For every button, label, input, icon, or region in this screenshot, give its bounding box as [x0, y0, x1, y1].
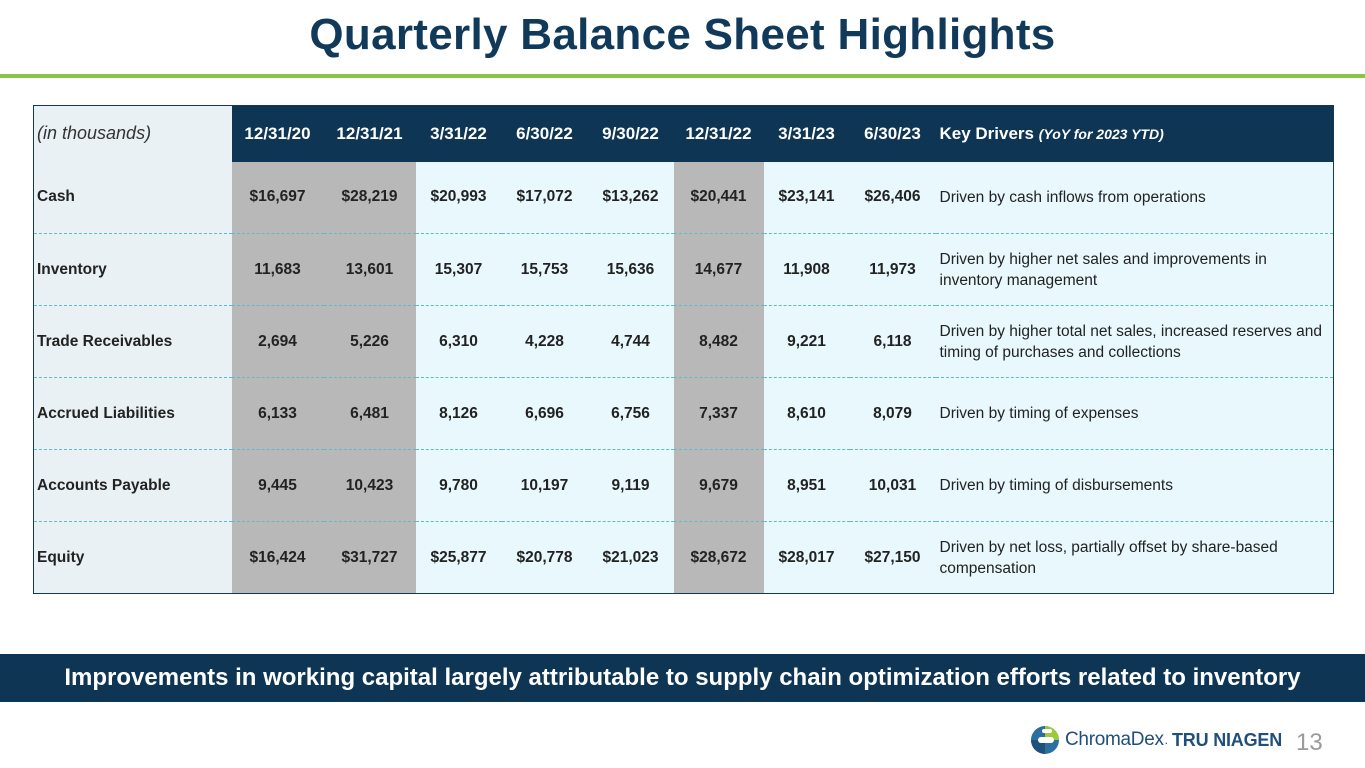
table-cell: 6,310: [415, 305, 502, 378]
driver-text: Driven by higher net sales and improveme…: [935, 233, 1334, 306]
period-header: 12/31/22: [685, 123, 752, 143]
table-cell: 10,031: [849, 449, 936, 522]
period-header: 3/31/23: [778, 123, 835, 143]
table-cell: 9,679: [673, 449, 764, 522]
logo-separator: .: [1164, 733, 1169, 747]
table-cell: $25,877: [415, 521, 502, 594]
table-cell: 8,482: [673, 305, 764, 378]
table-cell: 11,908: [763, 233, 850, 306]
period-header: 3/31/22: [430, 123, 487, 143]
driver-text: Driven by cash inflows from operations: [939, 188, 1206, 206]
table-cell: $21,023: [587, 521, 674, 594]
driver-text: Driven by higher total net sales, increa…: [935, 305, 1334, 378]
chromadex-logo-icon: [1031, 726, 1059, 754]
summary-banner: Improvements in working capital largely …: [0, 654, 1365, 702]
table-cell: 4,744: [587, 305, 674, 378]
table-cell: $16,697: [231, 161, 324, 234]
table-row: Equity $16,424 $31,727 $25,877 $20,778 $…: [33, 521, 1334, 594]
table-cell: 8,951: [763, 449, 850, 522]
key-drivers-header: Key Drivers (YoY for 2023 YTD): [936, 106, 1334, 162]
table-cell: 8,610: [763, 377, 850, 450]
table-cell: 6,696: [501, 377, 588, 450]
table-cell: 11,973: [849, 233, 936, 306]
table-cell: 11,683: [231, 233, 324, 306]
table-header-row: (in thousands) 12/31/20 12/31/21 3/31/22…: [33, 105, 1334, 162]
table-cell: 10,423: [323, 449, 416, 522]
period-header: 6/30/22: [516, 123, 573, 143]
table-cell: 9,445: [231, 449, 324, 522]
table-cell: 8,079: [849, 377, 936, 450]
table-row: Accounts Payable 9,445 10,423 9,780 10,1…: [33, 449, 1334, 522]
table-cell: $13,262: [602, 188, 659, 206]
table-cell: 15,636: [587, 233, 674, 306]
table-cell: $20,441: [673, 161, 764, 234]
row-label: Accrued Liabilities: [33, 377, 232, 450]
table-row: Inventory 11,683 13,601 15,307 15,753 15…: [33, 233, 1334, 306]
table-cell: 5,226: [323, 305, 416, 378]
table-cell: 15,753: [501, 233, 588, 306]
table-cell: $17,072: [516, 188, 573, 206]
period-header: 12/31/20: [244, 123, 311, 143]
logo-text-tru-niagen: TRU NIAGEN: [1172, 729, 1283, 750]
unit-label: (in thousands): [33, 105, 232, 162]
balance-sheet-table: (in thousands) 12/31/20 12/31/21 3/31/22…: [33, 105, 1334, 594]
company-logo: ChromaDex . TRU NIAGEN: [1030, 723, 1282, 757]
table-cell: $16,424: [231, 521, 324, 594]
period-header: 6/30/23: [864, 123, 921, 143]
table-cell: 8,126: [415, 377, 502, 450]
table-cell: $28,219: [323, 161, 416, 234]
driver-text: Driven by timing of expenses: [935, 377, 1334, 450]
table-cell: 9,119: [587, 449, 674, 522]
table-cell: $27,150: [849, 521, 936, 594]
table-cell: 10,197: [501, 449, 588, 522]
table-cell: 15,307: [415, 233, 502, 306]
table-cell: 6,481: [323, 377, 416, 450]
row-label: Equity: [33, 521, 232, 594]
table-cell: 9,221: [763, 305, 850, 378]
table-cell: 2,694: [231, 305, 324, 378]
table-cell: $31,727: [323, 521, 416, 594]
page-title: Quarterly Balance Sheet Highlights: [309, 10, 1056, 59]
page-number: 13: [1296, 729, 1323, 756]
table-cell: 6,118: [849, 305, 936, 378]
row-label: Accounts Payable: [33, 449, 232, 522]
logo-text-chromadex: ChromaDex: [1065, 729, 1164, 750]
driver-text: Driven by net loss, partially offset by …: [935, 521, 1334, 594]
table-cell: $26,406: [864, 188, 921, 206]
table-cell: 6,133: [231, 377, 324, 450]
table-cell: $28,017: [763, 521, 850, 594]
key-drivers-title: Key Drivers: [939, 123, 1035, 143]
table-row: Accrued Liabilities 6,133 6,481 8,126 6,…: [33, 377, 1334, 450]
row-label: Inventory: [33, 233, 232, 306]
title-underline: [0, 74, 1365, 78]
driver-text: Driven by timing of disbursements: [935, 449, 1334, 522]
table-row: Cash $16,697 $28,219 $20,993 $17,072 $13…: [33, 161, 1334, 234]
table-cell: 14,677: [673, 233, 764, 306]
table-cell: 6,756: [587, 377, 674, 450]
table-cell: $20,778: [501, 521, 588, 594]
row-label: Cash: [33, 161, 232, 234]
table-cell: 13,601: [323, 233, 416, 306]
period-header: 12/31/21: [336, 123, 403, 143]
table-cell: 7,337: [673, 377, 764, 450]
table-cell: $20,993: [430, 188, 487, 206]
table-cell: $28,672: [673, 521, 764, 594]
period-header: 9/30/22: [602, 123, 659, 143]
key-drivers-note: (YoY for 2023 YTD): [1038, 125, 1164, 142]
row-label: Trade Receivables: [33, 305, 232, 378]
table-cell: 4,228: [501, 305, 588, 378]
table-cell: 9,780: [415, 449, 502, 522]
table-cell: $23,141: [778, 188, 835, 206]
table-row: Trade Receivables 2,694 5,226 6,310 4,22…: [33, 305, 1334, 378]
